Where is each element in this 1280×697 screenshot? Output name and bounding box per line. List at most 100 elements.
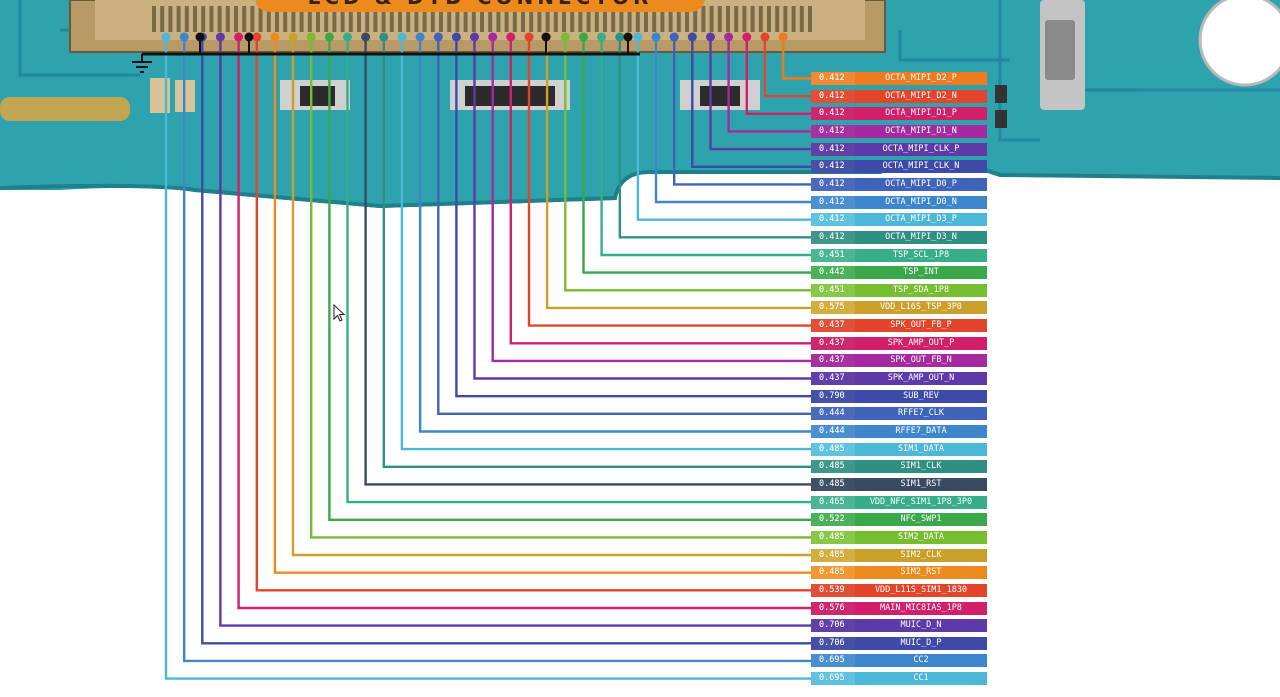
connector-pin [635, 6, 640, 32]
connector-pin [480, 6, 484, 32]
connector-pin [225, 6, 230, 32]
connector-pin [586, 6, 591, 32]
signal-name: SIM2_DATA [855, 530, 987, 544]
connector-pin [168, 6, 173, 32]
signal-wire [255, 38, 811, 592]
signal-value: 0.485 [811, 477, 855, 491]
ground-symbol-icon [132, 54, 152, 73]
pin-dot [488, 32, 498, 42]
signal-wire [564, 38, 811, 292]
signal-name: OCTA_MIPI_D0_P [855, 177, 987, 191]
signal-value: 0.695 [811, 672, 855, 686]
signal-value: 0.790 [811, 389, 855, 403]
signal-value: 0.412 [811, 107, 855, 121]
signal-row: 0.485 SIM1_DATA [811, 442, 987, 456]
connector-pin [504, 6, 509, 32]
connector-pin [275, 6, 279, 32]
signal-row: 0.412 OCTA_MIPI_D1_P [811, 107, 987, 121]
signal-row: 0.412 OCTA_MIPI_D0_P [811, 177, 987, 191]
connector-pin [324, 6, 329, 32]
signal-wire [600, 38, 811, 257]
connector-pin [348, 6, 353, 32]
connector-title: LCD & DTD CONNECTOR [255, 0, 705, 12]
signal-wire [491, 38, 811, 363]
signal-name: OCTA_MIPI_D2_N [855, 89, 987, 103]
connector-pin [291, 6, 296, 32]
signal-name: SUB_REV [855, 389, 987, 403]
connector-pin [750, 6, 755, 32]
connector-pin [398, 6, 402, 32]
connector-pin [709, 6, 714, 32]
signal-row: 0.485 SIM2_DATA [811, 530, 987, 544]
signal-name: SPK_OUT_FB_P [855, 319, 987, 333]
signal-wire [183, 38, 811, 663]
signal-name: RFFE7_DATA [855, 425, 987, 438]
signal-wire [164, 38, 811, 680]
signal-row: 0.575 VDD_L16S_TSP_3P0 [811, 301, 987, 315]
connector-pin [234, 6, 238, 32]
signal-value: 0.522 [811, 513, 855, 527]
ground-pin-dot [195, 32, 205, 42]
signal-value: 0.485 [811, 566, 855, 580]
connector-pin [471, 6, 476, 32]
signal-wire [636, 38, 811, 221]
connector-pin [529, 6, 534, 32]
connector-pin [209, 6, 214, 32]
signal-wire [237, 38, 811, 610]
pin-dot [433, 32, 443, 42]
connector-pin [357, 6, 361, 32]
connector-pin [603, 6, 607, 32]
signal-row: 0.412 OCTA_MIPI_D2_P [811, 72, 987, 85]
signal-wire [418, 38, 811, 433]
signal-value: 0.412 [811, 160, 855, 174]
signal-wire [781, 38, 811, 80]
signal-wire [273, 38, 811, 574]
signal-name: SIM1_DATA [855, 442, 987, 456]
signal-name: OCTA_MIPI_CLK_N [855, 160, 987, 174]
pin-dot [361, 32, 371, 42]
signal-wire [400, 38, 811, 451]
signal-value: 0.412 [811, 177, 855, 191]
connector-pin [406, 6, 411, 32]
connector-pin [439, 6, 443, 32]
signal-value: 0.539 [811, 583, 855, 597]
signal-value: 0.485 [811, 442, 855, 456]
ground-pin-dot [244, 32, 254, 42]
connector-pin [775, 6, 780, 32]
signal-row: 0.437 SPK_AMP_OUT_P [811, 336, 987, 350]
pin-dot [324, 32, 334, 42]
signal-value: 0.437 [811, 354, 855, 368]
connector-pin [422, 6, 427, 32]
signal-name: MAIN_MIC8IAS_1P8 [855, 601, 987, 615]
ground-pin-dot [623, 32, 633, 42]
connector-pin [701, 6, 706, 32]
signal-value: 0.412 [811, 89, 855, 103]
connector-pin [545, 6, 550, 32]
connector-pin [521, 6, 525, 32]
connector-pin [562, 6, 566, 32]
signal-wire [437, 38, 811, 415]
connector-pin [463, 6, 468, 32]
pin-dot [524, 32, 534, 42]
signal-row: 0.522 NFC_SWP1 [811, 513, 987, 527]
signal-row: 0.412 OCTA_MIPI_CLK_N [811, 160, 987, 174]
connector-pin [767, 6, 771, 32]
signal-name: VDD_L11S_SIM1_1830 [855, 583, 987, 597]
signal-name: CC1 [855, 672, 987, 686]
signal-row: 0.412 OCTA_MIPI_D1_N [811, 124, 987, 138]
signal-wire [291, 38, 811, 557]
signal-wire [473, 38, 811, 380]
connector-pin [537, 6, 542, 32]
signal-wire [582, 38, 811, 274]
signal-row: 0.695 CC1 [811, 672, 987, 686]
connector-pin [316, 6, 320, 32]
signal-value: 0.451 [811, 248, 855, 262]
connector-pin [447, 6, 452, 32]
signal-value: 0.442 [811, 266, 855, 280]
connector-pins [152, 6, 812, 32]
signal-value: 0.444 [811, 425, 855, 438]
ground-pin-dot [541, 32, 551, 42]
signal-name: MUIC_D_N [855, 619, 987, 633]
signal-name: TSP_INT [855, 266, 987, 280]
